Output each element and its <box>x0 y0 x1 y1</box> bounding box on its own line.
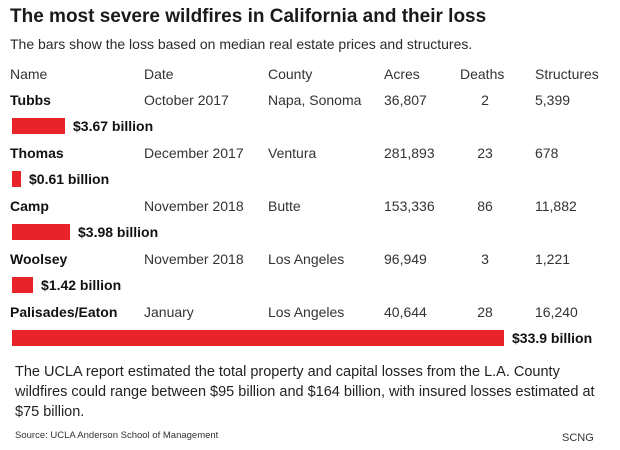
row-acres: 40,644 <box>384 304 427 320</box>
footnote: The UCLA report estimated the total prop… <box>15 364 595 420</box>
row-name: Tubbs <box>10 92 51 108</box>
row-county: Los Angeles <box>268 251 345 267</box>
header-county: County <box>268 66 313 82</box>
row-county: Butte <box>268 198 301 214</box>
row-date: October 2017 <box>144 92 229 108</box>
loss-bar <box>12 118 65 134</box>
row-name: Palisades/Eaton <box>10 304 118 320</box>
loss-label: $3.67 billion <box>73 118 154 134</box>
source-note: Source: UCLA Anderson School of Manageme… <box>15 430 219 441</box>
loss-label: $0.61 billion <box>29 171 110 187</box>
row-date: January <box>144 304 194 320</box>
row-date: December 2017 <box>144 145 244 161</box>
loss-bar <box>12 330 504 346</box>
row-county: Napa, Sonoma <box>268 92 362 108</box>
row-deaths: 28 <box>477 304 493 320</box>
loss-bar <box>12 277 33 293</box>
row-name: Camp <box>10 198 49 214</box>
row-county: Ventura <box>268 145 317 161</box>
row-deaths: 3 <box>481 251 489 267</box>
loss-label: $33.9 billion <box>512 330 593 346</box>
loss-bar <box>12 171 21 187</box>
row-structures: 11,882 <box>535 198 577 214</box>
row-structures: 1,221 <box>535 251 571 267</box>
row-name: Woolsey <box>10 251 68 267</box>
row-date: November 2018 <box>144 198 244 214</box>
row-acres: 96,949 <box>384 251 427 267</box>
row-acres: 153,336 <box>384 198 435 214</box>
row-acres: 281,893 <box>384 145 435 161</box>
row-county: Los Angeles <box>268 304 345 320</box>
chart-subtitle: The bars show the loss based on median r… <box>10 36 473 52</box>
row-date: November 2018 <box>144 251 244 267</box>
header-acres: Acres <box>384 66 420 82</box>
row-structures: 678 <box>535 145 559 161</box>
header-deaths: Deaths <box>460 66 505 82</box>
row-deaths: 23 <box>477 145 493 161</box>
row-structures: 5,399 <box>535 92 571 108</box>
header-structures: Structures <box>535 66 599 82</box>
row-structures: 16,240 <box>535 304 578 320</box>
loss-bar <box>12 224 70 240</box>
loss-label: $1.42 billion <box>41 277 122 293</box>
row-name: Thomas <box>10 145 64 161</box>
credit-label: SCNG <box>562 432 594 444</box>
header-date: Date <box>144 66 174 82</box>
row-deaths: 86 <box>477 198 493 214</box>
header-name: Name <box>10 66 48 82</box>
row-acres: 36,807 <box>384 92 427 108</box>
loss-label: $3.98 billion <box>78 224 159 240</box>
chart-title: The most severe wildfires in California … <box>10 6 487 27</box>
row-deaths: 2 <box>481 92 489 108</box>
